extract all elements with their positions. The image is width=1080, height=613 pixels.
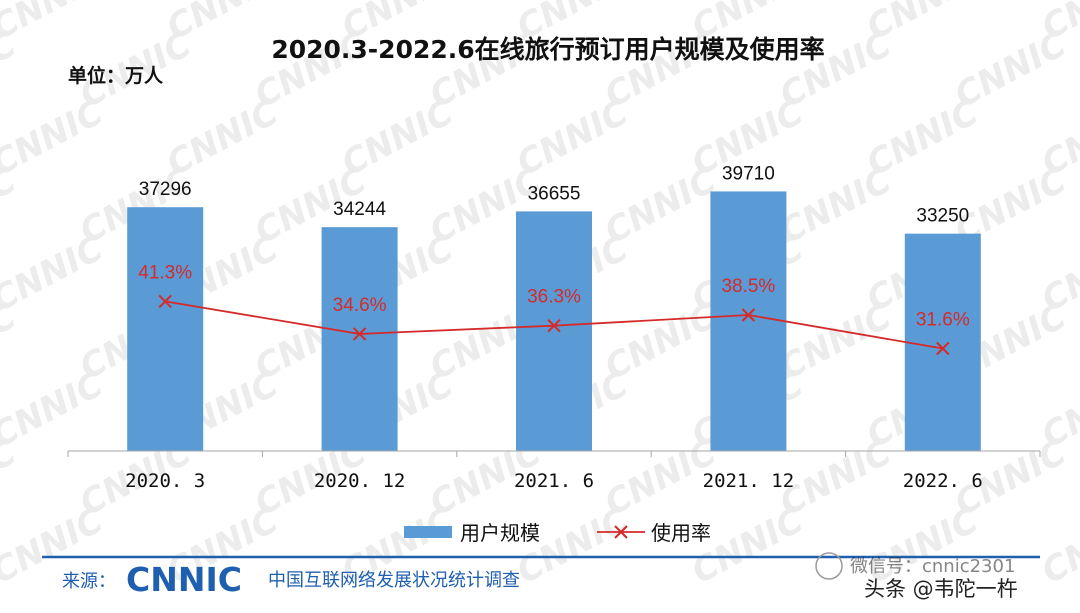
rate-marker-stroke [158, 294, 172, 309]
bar-value-label: 33250 [916, 206, 969, 227]
rate-marker [158, 294, 172, 309]
rate-marker-stroke [352, 327, 367, 341]
x-tick-label: 2021. 6 [514, 470, 594, 492]
cnnic-logo: CNNIC [126, 560, 242, 599]
rate-marker [741, 308, 756, 322]
bar [127, 207, 204, 451]
rate-series [158, 294, 950, 356]
rate-value-label: 31.6% [916, 310, 970, 331]
chart-title: 2020.3-2022.6在线旅行预订用户规模及使用率 [271, 35, 824, 64]
watermark-text: CNNIC [0, 229, 110, 320]
rate-marker [547, 318, 561, 333]
bar-value-label: 37296 [139, 179, 192, 200]
unit-label: 单位：万人 [68, 64, 164, 87]
watermark-text: CNNIC [510, 501, 634, 592]
legend: 用户规模 使用率 [404, 521, 711, 545]
watermark-text: CNNIC [1035, 501, 1080, 592]
rate-value-label: 36.3% [527, 287, 581, 308]
source-label: 来源： [62, 571, 116, 592]
legend-bar-swatch [404, 526, 452, 538]
watermark-text: CNNIC [0, 93, 110, 184]
source-organization: 中国互联网络发展状况统计调查 [268, 570, 520, 591]
rate-value-label: 34.6% [333, 295, 387, 316]
rate-marker-stroke [936, 341, 950, 356]
rate-marker [936, 341, 950, 356]
watermark-text: CNNIC [0, 0, 110, 48]
bar [321, 227, 398, 451]
x-tick-label: 2020. 3 [125, 470, 205, 492]
bar-value-label: 39710 [722, 163, 775, 184]
x-tick-label: 2020. 12 [314, 470, 406, 492]
rate-value-label: 38.5% [721, 276, 775, 297]
bar-series [127, 191, 981, 452]
watermark-text: CNNIC [685, 501, 809, 592]
watermark-text: CNNIC [0, 365, 110, 456]
bar [516, 211, 592, 451]
wechat-account: 微信号：cnnic2301 [850, 556, 1015, 577]
x-tick-label: 2021. 12 [703, 470, 795, 492]
rate-marker-stroke [741, 308, 756, 322]
bar [904, 233, 981, 451]
legend-marker [614, 525, 628, 539]
bar-value-label: 36655 [528, 183, 581, 204]
rate-marker [352, 327, 367, 341]
bar-value-label: 34244 [333, 199, 386, 220]
rate-value-label: 41.3% [138, 262, 192, 283]
x-axis-ticks [67, 451, 1041, 457]
legend-bar-label: 用户规模 [460, 521, 540, 545]
rate-marker-stroke [547, 318, 561, 333]
wechat-overlay: 微信号：cnnic2301 头条 @韦陀一杵 [815, 552, 1018, 601]
rate-value-labels: 41.3% 34.6% 36.3% 38.5% 31.6% [138, 262, 970, 330]
bar [710, 191, 787, 452]
wechat-icon [815, 552, 843, 580]
x-axis-labels: 2020. 3 2020. 12 2021. 6 2021. 12 2022. 6 [125, 470, 983, 492]
legend-line-label: 使用率 [651, 521, 711, 545]
x-tick-label: 2022. 6 [903, 470, 983, 492]
legend-line-swatch [597, 525, 645, 539]
toutiao-account: 头条 @韦陀一杵 [864, 577, 1018, 601]
bar-value-labels: 37296 34244 36655 39710 33250 [139, 163, 969, 226]
